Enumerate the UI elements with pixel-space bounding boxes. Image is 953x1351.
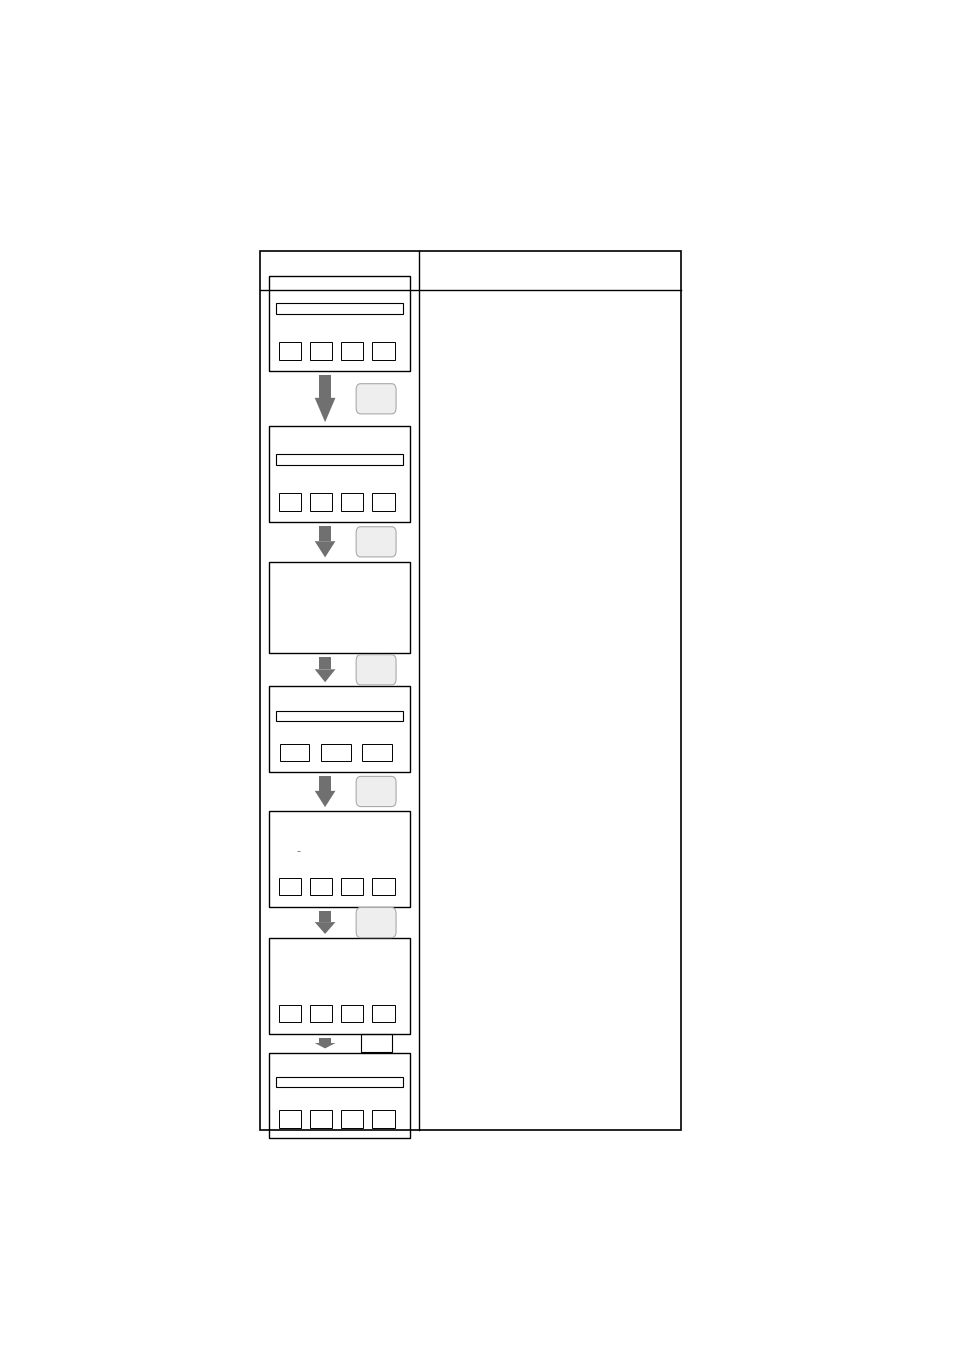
Bar — [360, 1035, 392, 1052]
Bar — [372, 878, 395, 896]
Polygon shape — [314, 923, 335, 934]
Bar — [269, 938, 410, 1034]
Text: -: - — [296, 847, 300, 857]
Bar — [310, 1005, 332, 1023]
Bar — [319, 376, 331, 397]
FancyBboxPatch shape — [355, 908, 395, 938]
Bar — [372, 342, 395, 359]
FancyBboxPatch shape — [355, 655, 395, 685]
Bar — [372, 1111, 395, 1128]
Polygon shape — [314, 790, 335, 807]
Bar — [310, 1111, 332, 1128]
Bar — [319, 1038, 331, 1043]
Bar — [278, 493, 301, 511]
Bar — [310, 342, 332, 359]
Bar — [279, 744, 309, 762]
Bar — [275, 711, 402, 720]
Bar — [259, 250, 680, 1129]
Bar — [269, 562, 410, 653]
Polygon shape — [314, 669, 335, 682]
FancyBboxPatch shape — [355, 777, 395, 807]
Bar — [341, 1111, 363, 1128]
Bar — [341, 342, 363, 359]
Bar — [319, 775, 331, 790]
Bar — [275, 454, 402, 465]
Polygon shape — [314, 542, 335, 558]
Polygon shape — [314, 1043, 335, 1048]
Bar — [269, 427, 410, 521]
Bar — [310, 493, 332, 511]
Bar — [341, 493, 363, 511]
Bar — [269, 686, 410, 771]
Bar — [278, 1111, 301, 1128]
Bar — [319, 658, 331, 669]
Bar — [320, 744, 351, 762]
Bar — [372, 493, 395, 511]
Bar — [341, 1005, 363, 1023]
Bar — [319, 911, 331, 923]
Bar — [278, 342, 301, 359]
FancyBboxPatch shape — [355, 527, 395, 557]
FancyBboxPatch shape — [355, 384, 395, 413]
Bar — [319, 526, 331, 542]
Bar — [275, 1077, 402, 1086]
Polygon shape — [314, 397, 335, 422]
Bar — [275, 303, 402, 313]
Bar — [269, 1052, 410, 1138]
Bar — [269, 811, 410, 907]
Bar — [278, 1005, 301, 1023]
Bar — [362, 744, 392, 762]
Bar — [310, 878, 332, 896]
Bar — [341, 878, 363, 896]
Bar — [269, 276, 410, 372]
Bar — [278, 878, 301, 896]
Bar — [372, 1005, 395, 1023]
